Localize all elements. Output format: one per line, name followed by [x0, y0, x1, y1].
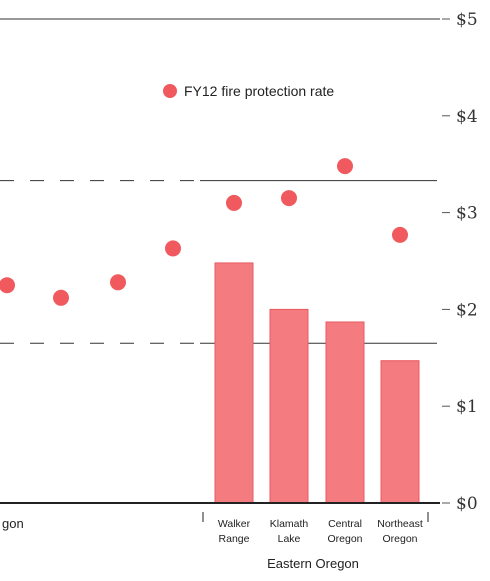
- group-label-west: gon: [2, 516, 24, 531]
- group-label-east: Eastern Oregon: [267, 556, 359, 571]
- legend-label: FY12 fire protection rate: [184, 83, 334, 99]
- point-6: [337, 158, 353, 175]
- point-5: [281, 190, 297, 207]
- group-labels: gon Eastern Oregon: [2, 516, 359, 571]
- y-tick-label-3: $3: [456, 204, 478, 224]
- legend: FY12 fire protection rate: [163, 83, 334, 99]
- bar-5: [269, 308, 309, 504]
- category-label-4-0: Walker: [218, 518, 251, 530]
- category-label-5-0: Klamath: [270, 518, 309, 530]
- point-7: [392, 226, 408, 243]
- bar-6: [325, 321, 365, 504]
- category-label-5-1: Lake: [278, 533, 301, 545]
- y-tick-label-1: $1: [456, 397, 478, 417]
- point-2: [110, 274, 126, 291]
- point-3: [165, 240, 181, 257]
- category-label-7-0: Northeast: [377, 518, 423, 530]
- points: [0, 158, 408, 306]
- category-label-4-1: Range: [219, 533, 250, 545]
- bars: [214, 262, 420, 504]
- y-axis: $0 $1 $2 $3 $4 $5: [0, 10, 478, 514]
- y-tick-label-5: $5: [456, 10, 478, 30]
- bar-7: [380, 360, 420, 504]
- y-tick-label-2: $2: [456, 300, 478, 320]
- y-tick-label-4: $4: [456, 107, 478, 127]
- category-label-6-1: Oregon: [327, 533, 362, 545]
- point-0: [0, 277, 15, 294]
- y-tick-label-0: $0: [456, 494, 478, 514]
- bar-4: [214, 262, 254, 504]
- category-label-7-1: Oregon: [382, 533, 417, 545]
- x-axis: Walker Range Klamath Lake Central Oregon North…: [0, 502, 440, 545]
- category-label-6-0: Central: [328, 518, 362, 530]
- legend-marker: [163, 84, 177, 98]
- point-1: [53, 289, 69, 306]
- point-4: [226, 194, 242, 211]
